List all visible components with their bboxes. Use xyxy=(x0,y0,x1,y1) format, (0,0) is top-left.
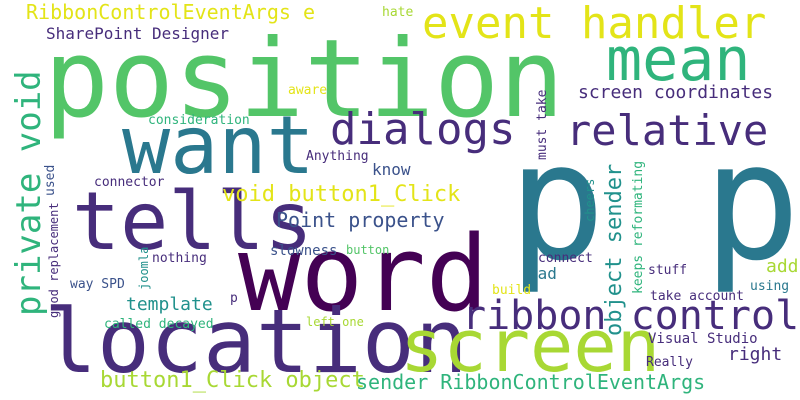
word-location: location xyxy=(44,290,468,393)
word-p-p: p p xyxy=(508,109,800,297)
word-nothing: nothing xyxy=(152,251,207,266)
word-take-account: take account xyxy=(650,289,744,304)
word-visual-studio: Visual Studio xyxy=(648,331,758,347)
word-relative: relative xyxy=(566,106,769,155)
word-cheers: cheers xyxy=(583,178,597,222)
word-right: right xyxy=(728,344,783,365)
word-add: add xyxy=(766,256,799,277)
word-using: using xyxy=(750,279,790,294)
word-called-decayed: called decayed xyxy=(104,317,214,332)
word-object-sender: object sender xyxy=(602,163,627,336)
word-sender-ribboncontroleventargs: sender RibbonControlEventArgs xyxy=(356,370,706,394)
word-anything: Anything xyxy=(306,149,369,164)
word-ribbon-control: ribbon control xyxy=(462,293,800,339)
word-mean: mean xyxy=(606,25,751,95)
word-sharepoint-designer: SharePoint Designer xyxy=(46,24,230,43)
word-word: word xyxy=(238,213,489,335)
word-joomla: joomla xyxy=(137,246,151,290)
word-bad: bad xyxy=(528,264,557,283)
word-position: position xyxy=(44,17,565,142)
word-way-spd: way SPD xyxy=(70,277,125,292)
word-slowness: slowness xyxy=(270,243,338,259)
word-really: Really xyxy=(646,355,693,370)
word-private-void: private void xyxy=(9,70,49,316)
word-know: know xyxy=(372,160,411,179)
word-good-replacement: good replacement xyxy=(47,202,61,318)
word-used: used xyxy=(43,164,58,196)
word-void-button1-click: void button1_Click xyxy=(222,182,461,207)
word-stuff: stuff xyxy=(648,263,688,278)
word-screen-coordinates: screen coordinates xyxy=(578,82,774,103)
word-left-one: left one xyxy=(306,315,364,329)
word-consideration: consideration xyxy=(148,113,250,128)
word-button: button xyxy=(346,243,390,257)
word-want: want xyxy=(122,99,315,192)
word-build: build xyxy=(492,283,532,298)
word-p: p xyxy=(230,291,238,306)
word-must-take: must take xyxy=(535,89,550,160)
word-button1-click-object: button1_Click object xyxy=(100,368,365,393)
word-ribboncontroleventargs-e: RibbonControlEventArgs e xyxy=(26,0,315,24)
word-point-property: Point property xyxy=(276,208,445,232)
word-hate: hate xyxy=(382,5,414,20)
word-connector: connector xyxy=(94,175,165,190)
word-connect: connect xyxy=(538,251,593,266)
word-tells: tells xyxy=(72,175,313,268)
word-keeps-reformating: keeps reformating xyxy=(631,160,646,294)
word-screen: screen xyxy=(400,304,661,388)
word-template: template xyxy=(126,294,213,315)
word-event-handler: event handler xyxy=(422,0,767,49)
word-dialogs: dialogs xyxy=(330,104,516,155)
word-aware: aware xyxy=(288,83,328,98)
